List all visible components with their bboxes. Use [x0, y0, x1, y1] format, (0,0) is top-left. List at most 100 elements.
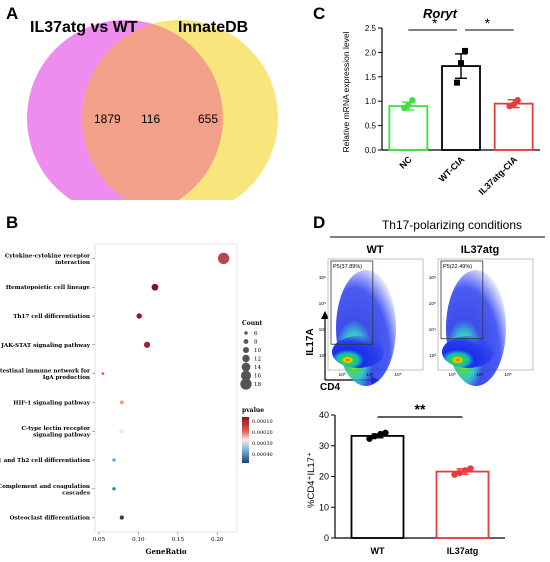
flow-gate-label: P5(22.49%) — [443, 264, 472, 270]
data-point — [510, 101, 517, 108]
y-tick-label: 0.5 — [365, 122, 377, 131]
flow-y-tick: 10³ — [319, 353, 326, 359]
term-label: Th1 and Th2 cell differentiation — [0, 458, 90, 464]
flow-y-tick: 10⁵ — [429, 301, 436, 307]
term-label-line: signaling pathway — [33, 433, 91, 439]
bar — [493, 102, 534, 151]
chart-c-title: Roryt — [423, 6, 458, 21]
term-label: Th17 cell differentiation — [13, 314, 90, 320]
flow-density-core — [332, 336, 384, 368]
flow-y-tick: 10⁴ — [429, 327, 436, 333]
significance-star: * — [432, 15, 438, 31]
term-label: Complement and coagulation cascades — [0, 484, 90, 497]
venn-left-title: IL37atg vs WT — [30, 19, 138, 36]
venn-right-count: 655 — [198, 112, 218, 126]
term-label: JAK-STAT signaling pathway — [0, 343, 90, 349]
data-point — [366, 435, 373, 442]
term-label-line: interaction — [55, 260, 90, 266]
chart-d-axes: 0 10 20 30 40 WT IL37atg — [319, 410, 505, 556]
pvalue-legend-title: pvalue — [242, 407, 264, 414]
term-dot — [151, 283, 159, 291]
term-dot — [112, 458, 116, 462]
flow-ylabel: IL17A — [305, 328, 316, 355]
term-label: Osteoclast differentiation — [10, 516, 90, 522]
chart-d-bars: ** — [350, 401, 490, 539]
count-legend-dot — [243, 339, 249, 344]
cd4-il17-bar-chart: %CD4⁺IL17⁺ 0 10 20 30 40 WT IL37atg ** — [306, 401, 505, 556]
venn-left-count: 1879 — [94, 112, 121, 126]
data-point — [458, 60, 464, 67]
term-label-line: IgA production — [43, 375, 90, 381]
panel-a-label: A — [6, 4, 19, 23]
flow-x-tick: 10⁵ — [504, 372, 511, 378]
x-tick-label: 0.10 — [132, 537, 145, 543]
count-legend-label: 8 — [254, 340, 258, 346]
x-tick-label: WT — [371, 546, 385, 556]
flow-x-tick: 10³ — [339, 372, 346, 378]
flow-plot-wt: P5(37.89%) 10⁶ 10⁵ 10⁴ 10³ 10³ 10⁴ 10⁵ — [319, 258, 424, 386]
data-point — [451, 471, 458, 478]
flow-density-upper — [446, 270, 506, 386]
venn-overlap-region — [82, 20, 223, 200]
term-label: C-type lectin receptor signaling pathway — [22, 426, 91, 439]
data-point — [382, 429, 389, 437]
panel-b-label: B — [6, 213, 19, 232]
count-legend-label: 14 — [254, 365, 262, 371]
term-dot — [119, 400, 124, 405]
flow-gate-label: P5(37.89%) — [333, 264, 362, 270]
term-dot — [119, 428, 125, 434]
flow-x-tick: 10⁴ — [476, 372, 483, 378]
x-tick-label: NC — [397, 154, 414, 171]
x-tick-label: 0.15 — [172, 537, 185, 543]
data-point — [405, 101, 412, 109]
term-dot — [101, 372, 105, 375]
y-tick-label: 0 — [324, 533, 329, 543]
count-legend-dot — [241, 362, 251, 372]
data-point — [454, 79, 460, 86]
plot-frame — [94, 243, 238, 533]
term-label: Hematopoietic cell lineage — [6, 285, 91, 291]
y-tick-label: 0.0 — [365, 146, 377, 155]
kegg-dot-plot: Cytokine-cytokine receptor interaction Hem… — [0, 243, 273, 556]
y-tick-label: 2.0 — [365, 48, 377, 57]
venn-right-title: InnateDB — [178, 19, 248, 36]
count-legend-dot — [242, 354, 250, 363]
y-tick-label: 10 — [319, 502, 329, 512]
count-legend-label: 10 — [254, 348, 262, 354]
dot-plot-xlabel: GeneRatio — [145, 547, 186, 556]
flow-gate — [440, 260, 484, 340]
flow-il37atg-title: IL37atg — [461, 244, 500, 256]
flow-plot-il37atg: P5(22.49%) 10⁶ 10⁵ 10⁴ 10³ 10³ 10⁴ 10⁵ — [429, 258, 534, 386]
x-tick-label: WT-CIA — [437, 154, 467, 184]
venn-diagram: IL37atg vs WT InnateDB 1879 116 655 — [27, 19, 278, 200]
y-tick-label: 1.0 — [365, 97, 377, 106]
term-dot — [136, 313, 142, 319]
roryt-bar-chart: Roryt Relative mRNA expression level 0.0… — [341, 6, 540, 197]
term-label-line: C-type lectin receptor — [22, 426, 91, 432]
term-dot — [119, 515, 124, 520]
data-point — [462, 47, 468, 54]
x-tick-label: IL37atg-CIA — [477, 154, 520, 197]
x-tick-label: IL37atg — [447, 546, 479, 556]
flow-cytometry-panel: Th17-polarizing conditions WT IL37atg IL… — [305, 218, 545, 393]
flow-xlabel: CD4 — [320, 382, 340, 393]
bar — [435, 470, 490, 539]
flow-y-tick: 10⁴ — [319, 327, 326, 333]
term-label-line: cascades — [62, 490, 90, 496]
data-point — [467, 465, 474, 472]
bar — [388, 105, 429, 151]
y-tick-label: 30 — [319, 441, 329, 451]
panel-c-label: C — [313, 4, 326, 23]
y-tick-label: 2.5 — [365, 24, 377, 33]
flow-x-tick: 10³ — [449, 372, 456, 378]
count-legend-label: 12 — [254, 357, 262, 363]
chart-c-bars: * * — [388, 15, 534, 151]
y-tick-label: 20 — [319, 472, 329, 482]
bar — [350, 435, 405, 539]
flow-y-tick: 10³ — [429, 353, 436, 359]
count-legend-dot — [240, 370, 252, 381]
term-label: Intestinal immune network for IgA product… — [0, 369, 90, 382]
pvalue-tick-label: 0.00040 — [252, 452, 273, 458]
term-label-line: Cytokine-cytokine receptor — [5, 253, 90, 259]
